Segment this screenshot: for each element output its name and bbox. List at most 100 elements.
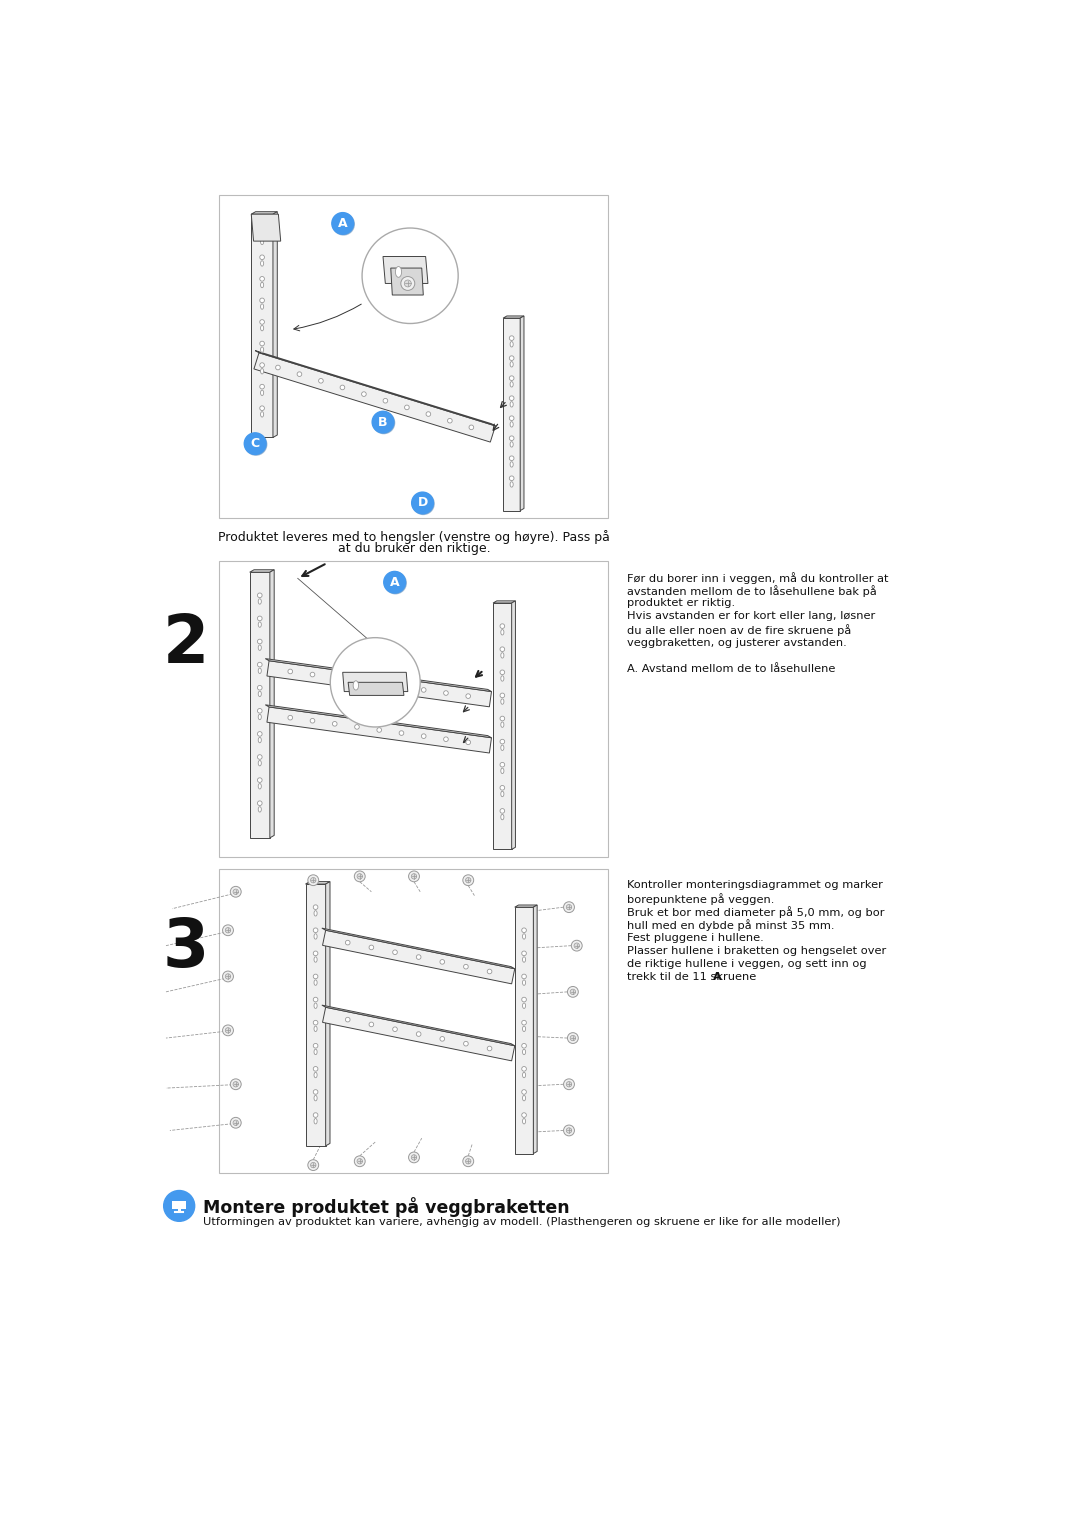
Circle shape: [333, 675, 337, 680]
Ellipse shape: [523, 1118, 526, 1125]
Text: A: A: [713, 972, 721, 983]
Circle shape: [405, 405, 409, 410]
Ellipse shape: [314, 1002, 318, 1008]
Ellipse shape: [260, 368, 264, 374]
Circle shape: [564, 1079, 575, 1089]
Circle shape: [500, 785, 504, 790]
Circle shape: [500, 717, 504, 721]
Ellipse shape: [260, 240, 264, 244]
Circle shape: [510, 376, 514, 380]
Circle shape: [257, 732, 262, 736]
Circle shape: [522, 1021, 526, 1025]
Ellipse shape: [258, 784, 261, 788]
Circle shape: [222, 972, 233, 983]
Bar: [218, 868, 608, 1174]
Ellipse shape: [523, 1027, 526, 1031]
Circle shape: [222, 924, 233, 935]
Circle shape: [373, 413, 394, 434]
Circle shape: [346, 940, 350, 944]
Circle shape: [244, 432, 266, 454]
Circle shape: [257, 778, 262, 782]
Polygon shape: [322, 927, 515, 969]
Circle shape: [230, 1079, 241, 1089]
Ellipse shape: [510, 382, 513, 387]
Ellipse shape: [523, 979, 526, 986]
Polygon shape: [266, 659, 491, 692]
Circle shape: [357, 874, 363, 879]
Ellipse shape: [258, 599, 261, 604]
Circle shape: [393, 950, 397, 955]
Polygon shape: [503, 318, 521, 510]
Text: du alle eller noen av de fire skruene på: du alle eller noen av de fire skruene på: [627, 625, 851, 637]
Ellipse shape: [510, 442, 513, 448]
Circle shape: [408, 871, 419, 882]
Circle shape: [369, 1022, 374, 1027]
Ellipse shape: [523, 1073, 526, 1077]
Text: de riktige hullene i veggen, og sett inn og: de riktige hullene i veggen, og sett inn…: [627, 958, 867, 969]
Text: A. Avstand mellom de to låsehullene: A. Avstand mellom de to låsehullene: [627, 663, 836, 674]
Text: Før du borer inn i veggen, må du kontroller at: Før du borer inn i veggen, må du kontrol…: [627, 571, 889, 584]
Polygon shape: [494, 604, 512, 850]
Ellipse shape: [314, 957, 318, 963]
Circle shape: [260, 298, 265, 303]
Circle shape: [384, 571, 406, 594]
Circle shape: [500, 740, 504, 744]
Circle shape: [230, 886, 241, 897]
Circle shape: [500, 762, 504, 767]
Polygon shape: [512, 601, 515, 850]
Circle shape: [330, 637, 420, 727]
Circle shape: [233, 1120, 239, 1126]
Circle shape: [226, 927, 231, 934]
Polygon shape: [249, 570, 274, 571]
Circle shape: [377, 681, 381, 686]
Circle shape: [416, 1031, 421, 1036]
Circle shape: [257, 801, 262, 805]
Circle shape: [313, 905, 318, 909]
Ellipse shape: [258, 622, 261, 628]
Circle shape: [413, 494, 434, 515]
Circle shape: [416, 955, 421, 960]
Circle shape: [444, 691, 448, 695]
Ellipse shape: [353, 681, 359, 691]
Circle shape: [354, 678, 360, 683]
Circle shape: [510, 336, 514, 341]
Circle shape: [522, 975, 526, 979]
Circle shape: [500, 646, 504, 651]
Circle shape: [570, 1036, 576, 1041]
Circle shape: [257, 686, 262, 691]
Circle shape: [332, 212, 353, 234]
Circle shape: [426, 411, 431, 416]
Polygon shape: [252, 214, 281, 241]
Circle shape: [310, 718, 314, 723]
Circle shape: [500, 669, 504, 675]
Ellipse shape: [258, 714, 261, 720]
Ellipse shape: [501, 652, 504, 659]
Ellipse shape: [523, 957, 526, 963]
Circle shape: [257, 639, 262, 643]
Polygon shape: [177, 1209, 180, 1212]
Circle shape: [260, 362, 265, 367]
Polygon shape: [267, 660, 491, 707]
Circle shape: [444, 736, 448, 741]
Circle shape: [383, 399, 388, 403]
Circle shape: [393, 1027, 397, 1031]
Polygon shape: [326, 882, 330, 1146]
Circle shape: [408, 1152, 419, 1163]
Bar: [218, 561, 608, 857]
Circle shape: [440, 1036, 445, 1041]
Text: avstanden mellom de to låsehullene bak på: avstanden mellom de to låsehullene bak p…: [627, 585, 877, 597]
Text: 3: 3: [162, 915, 208, 981]
Circle shape: [222, 1025, 233, 1036]
Circle shape: [362, 391, 366, 396]
Polygon shape: [515, 905, 537, 908]
Ellipse shape: [510, 461, 513, 468]
Circle shape: [313, 1112, 318, 1117]
Circle shape: [233, 1082, 239, 1086]
Polygon shape: [306, 885, 326, 1146]
Ellipse shape: [501, 814, 504, 819]
Circle shape: [463, 876, 474, 886]
Circle shape: [566, 905, 571, 909]
Ellipse shape: [260, 283, 264, 287]
Circle shape: [354, 1155, 365, 1167]
Ellipse shape: [314, 911, 318, 915]
